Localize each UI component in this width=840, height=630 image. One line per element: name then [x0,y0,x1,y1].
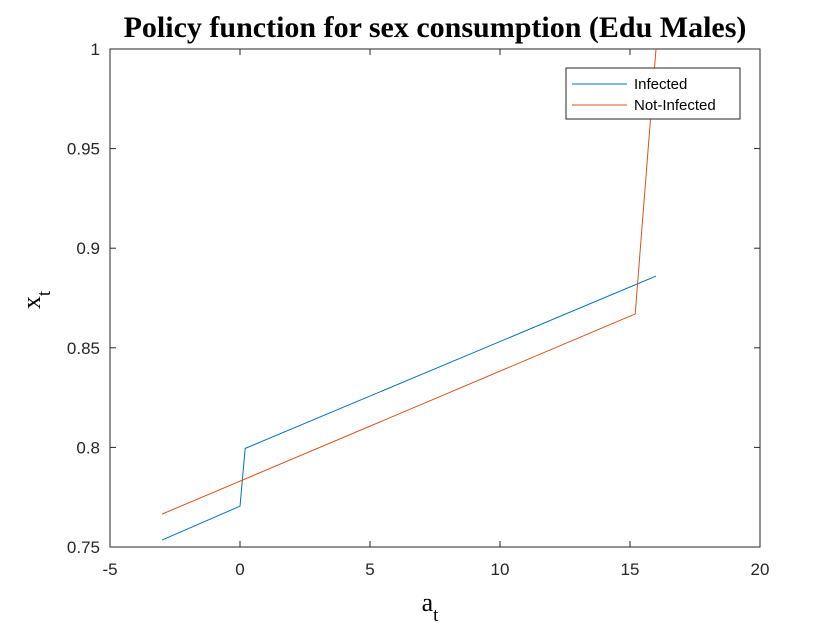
plot-area [109,48,761,548]
y-tick-label: 0.75 [67,538,100,557]
legend: Infected Not-Infected [565,67,741,120]
x-tick-label: 15 [621,560,640,579]
x-tick-label: 20 [751,560,770,579]
x-axis-label: at [422,588,440,626]
series-line-not-infected [161,49,657,515]
y-tick-label: 0.8 [76,438,100,457]
y-axis-label: xt [17,290,55,309]
x-tick-label: -5 [102,560,117,579]
legend-box [565,67,741,120]
x-tick-label: 0 [235,560,244,579]
x-tick-label: 5 [365,560,374,579]
y-tick-label: 0.9 [76,239,100,258]
chart-title: Policy function for sex consumption (Edu… [124,11,747,44]
y-axis-label-base: x [17,296,46,309]
x-axis-label-subscript: t [433,605,439,626]
series-layer [161,49,657,541]
y-tick-label: 0.95 [67,140,100,159]
legend-label-infected: Infected [634,76,687,93]
x-axis-ticks: -5 0 5 10 15 20 [102,49,769,579]
series-line-infected [161,275,657,541]
y-axis-ticks: 0.75 0.8 0.85 0.9 0.95 1 [67,40,760,557]
x-axis-label-base: a [422,588,434,617]
y-tick-label: 0.85 [67,339,100,358]
y-tick-label: 1 [91,40,100,59]
y-axis-label-subscript: t [34,290,55,296]
legend-label-not-infected: Not-Infected [634,97,716,114]
x-tick-label: 10 [491,560,510,579]
